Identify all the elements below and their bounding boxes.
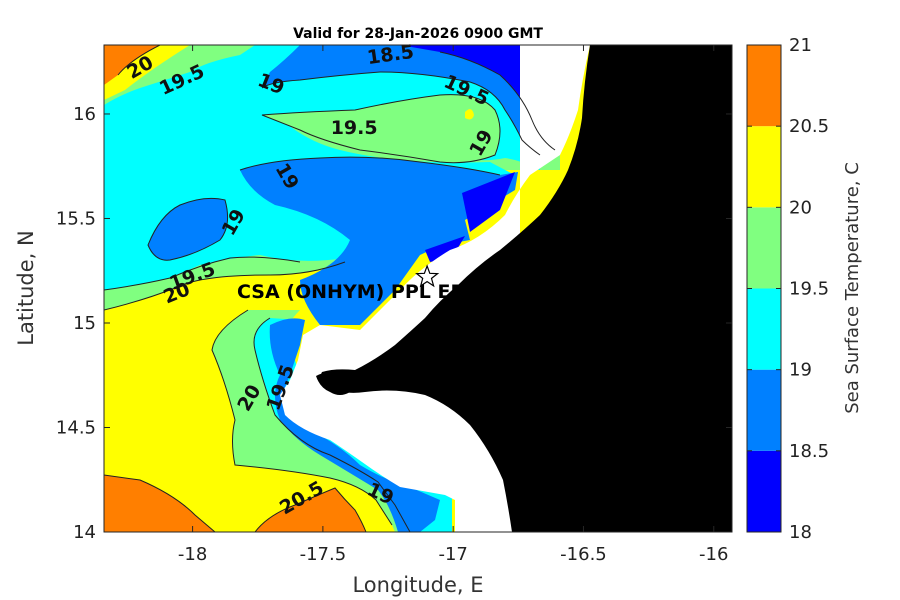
x-tick-label: -17.5 [300, 544, 347, 565]
contour-label: 19.5 [331, 117, 378, 139]
star-icon [415, 264, 440, 288]
colorbar-tick-label: 20 [789, 197, 812, 218]
sst-band-18-18.5-coast [462, 172, 515, 232]
colorbar-tick-label: 18 [789, 522, 812, 543]
y-tick-label: 16 [73, 104, 96, 125]
y-axis: 16 15.5 15 14.5 14 [56, 104, 732, 543]
y-tick-label: 14.5 [56, 417, 96, 438]
land-mass [321, 45, 732, 532]
colorbar-tick-label: 20.5 [789, 116, 829, 137]
sst-band-20.5-21-southwest [104, 475, 215, 532]
colorbar-swatch [747, 126, 781, 208]
colorbar-tick-label: 21 [789, 35, 812, 56]
colorbar-swatch [747, 207, 781, 289]
cape-verde-peninsula [316, 372, 351, 395]
colorbar-tick-label: 19 [789, 360, 812, 381]
sst-band-20-20.5-spot [465, 109, 474, 120]
colorbar-frame [746, 44, 782, 533]
colorbar-tick-label: 19.5 [789, 279, 829, 300]
station: CSA (ONHYM) PPL EP [237, 264, 464, 303]
colorbar-swatch [747, 450, 781, 532]
y-tick-label: 15 [73, 313, 96, 334]
y-tick-label: 15.5 [56, 208, 96, 229]
y-tick-label: 14 [73, 522, 96, 543]
x-tick-label: -18 [178, 544, 207, 565]
sst-band-18-18.5-inshore [425, 236, 465, 262]
colorbar-title: Sea Surface Temperature, C [842, 162, 863, 414]
contour-lines [104, 45, 556, 532]
colorbar-swatch [747, 45, 781, 127]
sst-band-18.5-19-central [240, 157, 518, 325]
colorbar: 21 20.5 20 19.5 19 18.5 18 [747, 35, 829, 543]
x-axis: -18 -17.5 -17 -16.5 -16 [178, 45, 728, 565]
x-tick-label: -16.5 [560, 544, 607, 565]
plot-frame [103, 44, 733, 533]
sst-band-20.5-21-south [255, 488, 366, 532]
colorbar-swatch [747, 288, 781, 370]
y-axis-title: Latitude, N [14, 230, 38, 346]
plot-title: Valid for 28-Jan-2026 0900 GMT [293, 26, 543, 42]
x-tick-label: -16 [699, 544, 728, 565]
x-tick-label: -17 [438, 544, 467, 565]
x-axis-title: Longitude, E [352, 573, 483, 597]
station-label: CSA (ONHYM) PPL EP [237, 281, 464, 303]
colorbar-tick-label: 18.5 [789, 441, 829, 462]
colorbar-swatch [747, 369, 781, 451]
map-area [104, 45, 732, 532]
sst-band-18.5-19-north [262, 45, 540, 155]
sst-band-18-18.5-northeast [400, 45, 555, 155]
